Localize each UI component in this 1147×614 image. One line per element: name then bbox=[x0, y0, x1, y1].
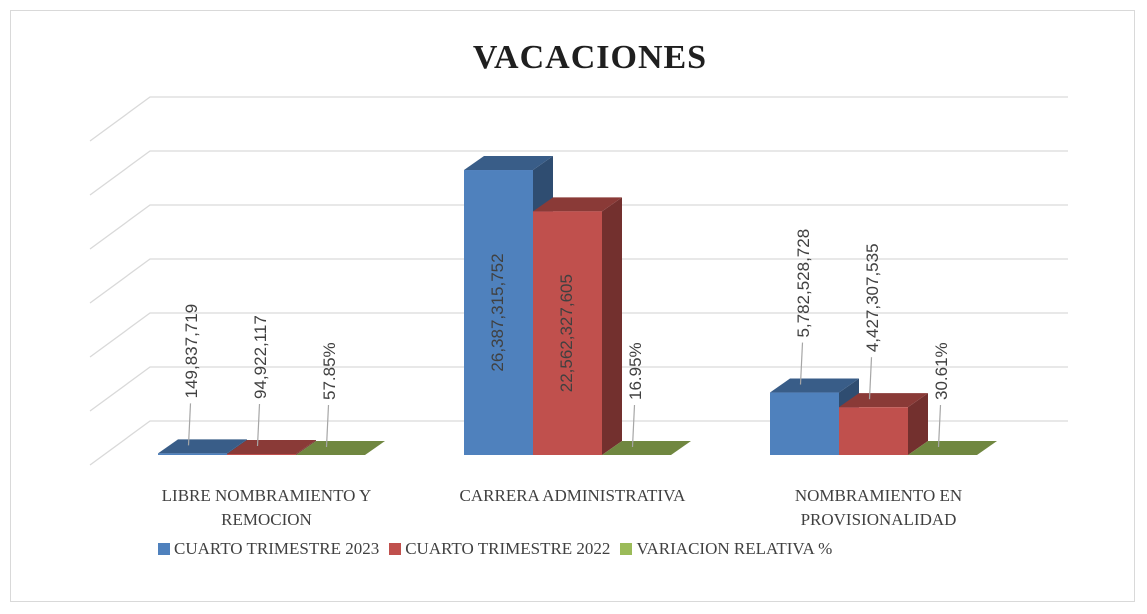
bar bbox=[227, 439, 316, 455]
bar bbox=[464, 156, 553, 456]
bar bbox=[533, 197, 622, 456]
grid-line bbox=[89, 366, 1068, 412]
leader-line bbox=[631, 404, 636, 448]
bar bbox=[908, 441, 997, 455]
leader-line bbox=[937, 404, 942, 448]
legend-item: VARIACION RELATIVA % bbox=[620, 537, 871, 561]
leader-line bbox=[187, 403, 192, 446]
bar-top bbox=[533, 197, 622, 212]
legend-item: CUARTO TRIMESTRE 2022 bbox=[389, 537, 610, 561]
bar-top bbox=[158, 439, 247, 454]
leader-line bbox=[868, 357, 873, 400]
legend-swatch bbox=[389, 543, 402, 555]
chart-title: VACACIONES bbox=[473, 39, 707, 76]
grid-line bbox=[89, 312, 1068, 358]
leader-line bbox=[256, 403, 261, 447]
data-label: 16.95% bbox=[626, 342, 645, 400]
data-label: 30.61% bbox=[932, 342, 951, 400]
bar-front bbox=[770, 392, 839, 455]
leader-line bbox=[325, 404, 330, 448]
bar-side bbox=[908, 393, 928, 455]
data-label: 5,782,528,728 bbox=[794, 229, 813, 338]
x-tick-label: NOMBRAMIENTO EN PROVISIONALIDAD bbox=[794, 486, 963, 529]
grid-line bbox=[89, 204, 1068, 250]
bar-top bbox=[908, 441, 997, 455]
grid-line bbox=[89, 258, 1068, 304]
grid-line bbox=[89, 420, 1068, 466]
legend-item: CUARTO TRIMESTRE 2023 bbox=[158, 537, 379, 561]
bar-front bbox=[158, 453, 227, 455]
data-label: 26,387,315,752 bbox=[488, 253, 507, 371]
bar bbox=[296, 441, 385, 455]
legend-label: VARIACION RELATIVA % bbox=[636, 539, 833, 558]
bar-top bbox=[296, 441, 385, 455]
chart-frame bbox=[10, 10, 1135, 602]
data-label: 149,837,719 bbox=[182, 304, 201, 399]
bar-top bbox=[227, 439, 316, 454]
bar-front bbox=[839, 407, 908, 455]
bar-top bbox=[602, 441, 691, 455]
bar-top bbox=[770, 378, 859, 393]
legend-swatch bbox=[620, 543, 633, 555]
bar-top bbox=[464, 156, 553, 171]
grid-line bbox=[89, 150, 1068, 196]
bar-side bbox=[296, 439, 316, 455]
leader-line bbox=[799, 342, 804, 385]
bar bbox=[602, 441, 691, 455]
legend-label: CUARTO TRIMESTRE 2022 bbox=[405, 539, 611, 558]
legend: CUARTO TRIMESTRE 2023 CUARTO TRIMESTRE 20… bbox=[158, 537, 881, 561]
bar-top bbox=[839, 393, 928, 408]
bar bbox=[839, 393, 928, 455]
bar-front bbox=[227, 453, 296, 455]
data-label: 57.85% bbox=[320, 342, 339, 400]
x-tick-label: CARRERA ADMINISTRATIVA bbox=[459, 486, 686, 505]
bar-side bbox=[602, 197, 622, 456]
data-label: 22,562,327,605 bbox=[557, 274, 576, 392]
grid-line bbox=[89, 96, 1068, 142]
data-label: 94,922,117 bbox=[251, 315, 270, 399]
x-tick-label: LIBRE NOMBRAMIENTO Y REMOCION bbox=[161, 486, 372, 529]
legend-label: CUARTO TRIMESTRE 2023 bbox=[174, 539, 380, 558]
bar-front bbox=[533, 211, 602, 455]
bar-front bbox=[464, 170, 533, 456]
legend-swatch bbox=[158, 543, 170, 555]
data-label: 4,427,307,535 bbox=[863, 243, 882, 352]
